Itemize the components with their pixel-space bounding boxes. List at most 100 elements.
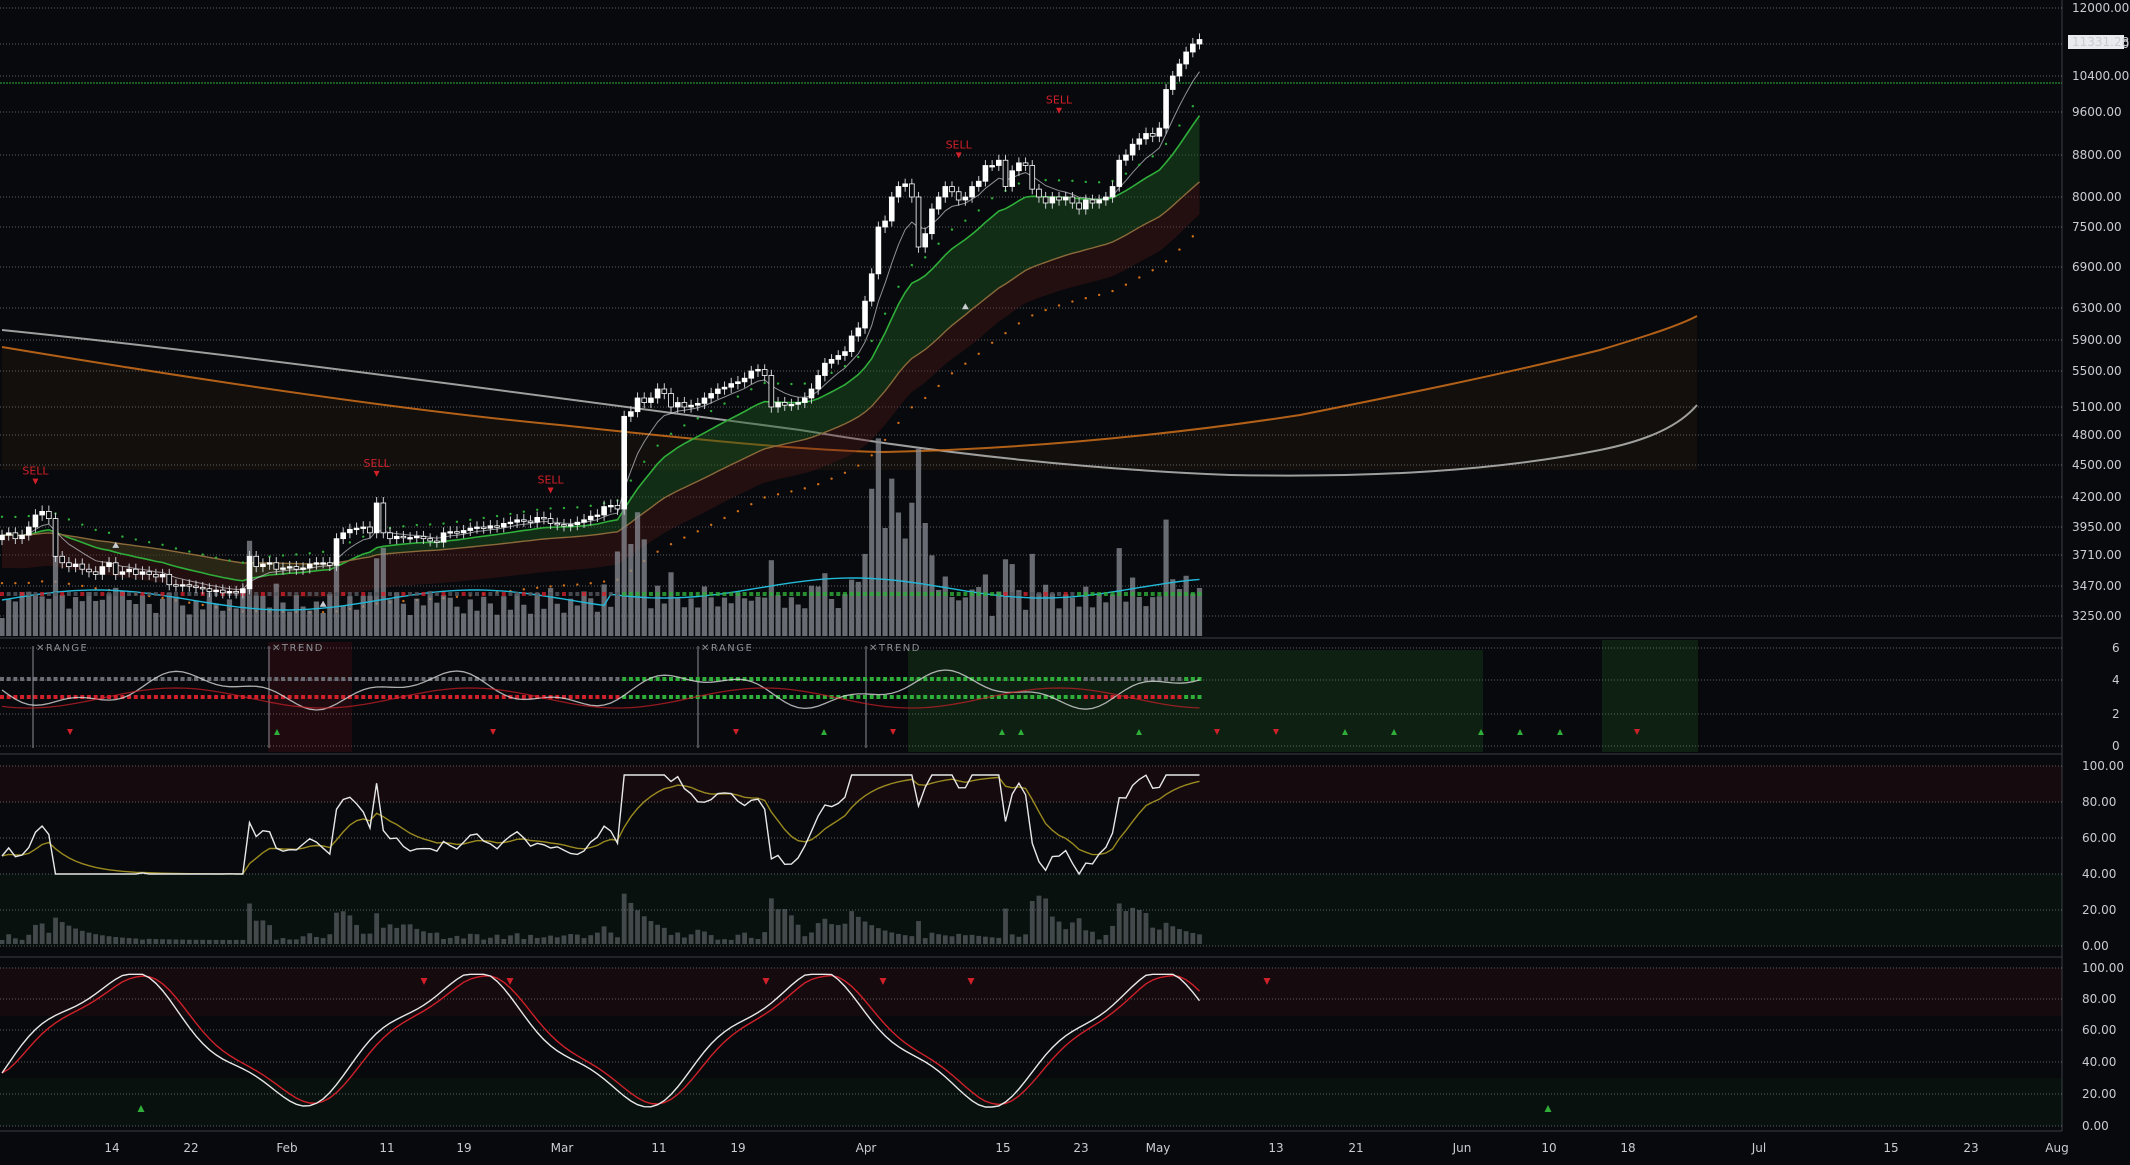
band-dot [963, 592, 968, 596]
signal-dot-bottom [120, 695, 125, 699]
volume-bar [407, 615, 413, 636]
signal-dot-top [561, 677, 566, 681]
volume-bar [762, 597, 768, 636]
volume-bar [313, 601, 320, 636]
signal-dot-bottom [26, 695, 31, 699]
candle-up [447, 531, 454, 534]
signal-dot-bottom [1043, 695, 1048, 699]
volume-bar [233, 608, 239, 636]
signal-triangle-up [274, 729, 280, 735]
trail-dot-orange [94, 587, 97, 590]
band-dot [863, 592, 868, 596]
rsi-hist-bar [809, 932, 814, 944]
volume-bar [220, 610, 226, 636]
band-dot [816, 592, 821, 596]
signal-dot-top [488, 677, 493, 681]
candle-up [815, 375, 821, 390]
signal-dot-top [408, 677, 413, 681]
band-dot [280, 592, 285, 596]
signal-dot-top [1157, 677, 1162, 681]
price-tick-label: 6300.00 [2072, 301, 2122, 315]
rsi-hist-bar [802, 936, 808, 944]
volume-bar [782, 607, 788, 636]
signal-dot-bottom [127, 695, 132, 699]
volume-bar [1022, 609, 1029, 636]
band-dot [936, 592, 941, 596]
candle-up [775, 402, 781, 408]
rsi-hist-bar [146, 938, 152, 944]
signal-dot-top [1117, 677, 1122, 681]
signal-dot-bottom [642, 695, 647, 699]
signal-dot-bottom [1190, 695, 1195, 699]
signal-dot-bottom [1157, 695, 1162, 699]
candle-down [112, 562, 119, 575]
signal-dot-bottom [515, 695, 520, 699]
candle-up [935, 196, 942, 210]
rsi-hist-bar [287, 939, 293, 944]
stoch-overbought-zone [0, 968, 2062, 1016]
rsi-hist-bar [474, 934, 480, 944]
volume-bar [655, 585, 661, 636]
candle-down [86, 568, 92, 573]
signal-dot-bottom [582, 695, 587, 699]
candle-down [146, 571, 152, 575]
candle-down [46, 510, 52, 519]
trail-dot-orange [950, 372, 954, 375]
signal-dot-bottom [568, 695, 573, 699]
signal-dot-bottom [361, 695, 366, 699]
band-dot [809, 592, 814, 596]
volume-bar [0, 618, 5, 636]
volume-bar [835, 608, 841, 636]
rsi-hist-bar [661, 927, 667, 944]
signal-dot-bottom [1010, 695, 1015, 699]
band-dot [615, 592, 620, 596]
signal-triangle-down [490, 729, 496, 735]
ema-fast-line [1, 71, 1200, 591]
rsi-hist-bar [374, 913, 380, 944]
signal-dot-top [388, 677, 393, 681]
volume-bar [86, 592, 92, 636]
candle-down [1069, 196, 1076, 204]
trail-dot-green [776, 382, 780, 385]
signal-dot-top [73, 677, 78, 681]
trail-dot-green [549, 507, 552, 510]
candle-up [474, 526, 480, 529]
volume-bar [681, 607, 687, 636]
x-tick-label: Jun [1452, 1141, 1472, 1155]
rsi-hist-bar [253, 920, 259, 944]
band-dot [735, 592, 740, 596]
signal-dot-top [528, 677, 533, 681]
band-dot [769, 592, 774, 596]
signal-dot-bottom [883, 695, 888, 699]
rsi-hist-bar [648, 921, 654, 944]
rsi-hist-bar [113, 936, 119, 944]
signal-dot-top [1063, 677, 1068, 681]
volume-bar [501, 596, 507, 636]
signal-dot-bottom [889, 695, 894, 699]
candle-up [1136, 138, 1143, 145]
trail-dot-orange [924, 396, 927, 400]
volume-bar [1076, 606, 1082, 636]
volume-bar [1143, 606, 1149, 636]
band-dot [1164, 592, 1169, 596]
signal-dot-top [1036, 677, 1041, 681]
buy-signal-arrow [112, 541, 120, 548]
signal-dot-top [876, 677, 881, 681]
trail-dot-orange [14, 582, 17, 585]
signal-dot-bottom [13, 695, 18, 699]
volume-bar [253, 595, 259, 636]
candle-down [1089, 199, 1096, 204]
candle-up [868, 273, 875, 302]
trail-dot-green [643, 460, 646, 463]
price-tick-label: 6900.00 [2072, 260, 2122, 274]
volume-bar [695, 607, 701, 636]
volume-bar [93, 600, 99, 636]
signal-dot-bottom [1023, 695, 1028, 699]
price-tick-label: 5100.00 [2072, 400, 2122, 414]
signal-dot-top [414, 677, 419, 681]
signal-dot-bottom [1184, 695, 1189, 699]
volume-bar [889, 478, 895, 636]
signal-dot-bottom [909, 695, 914, 699]
